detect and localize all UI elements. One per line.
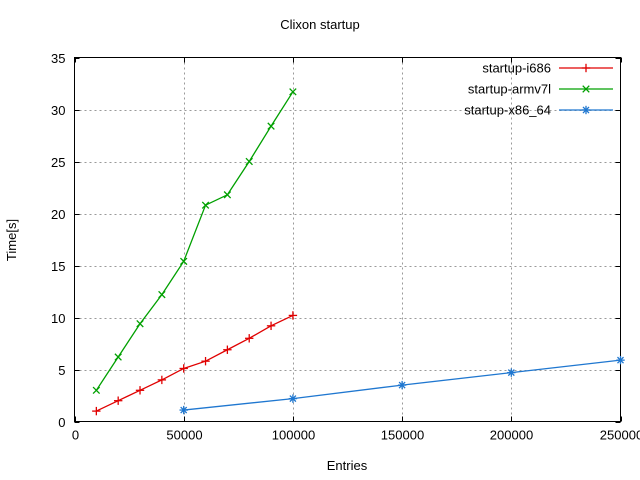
chart-title: Clixon startup — [280, 17, 359, 32]
data-series-layer — [92, 88, 625, 416]
series-data-point — [288, 311, 298, 320]
series-data-point — [179, 405, 188, 415]
series-data-point — [245, 157, 253, 166]
series-data-point — [201, 201, 210, 209]
data-series — [92, 88, 297, 395]
x-tick-label: 150000 — [381, 428, 424, 443]
x-tick-label: 50000 — [166, 428, 202, 443]
legend-label-2: startup-armv7l — [468, 82, 551, 97]
x-tick-label: 200000 — [490, 428, 533, 443]
series-data-point — [288, 394, 298, 403]
legend-marker-1 — [581, 63, 591, 73]
series-data-point — [179, 257, 188, 266]
series-data-point — [113, 396, 123, 405]
series-data-point — [92, 386, 101, 395]
legend-marker-3 — [581, 105, 591, 115]
x-axis-title: Entries — [327, 458, 368, 473]
grid-layer — [74, 57, 621, 422]
series-data-point — [267, 122, 275, 130]
y-tick-label: 15 — [51, 259, 65, 274]
x-tick-label: 250000 — [600, 428, 640, 443]
series-data-point — [223, 345, 232, 354]
data-series — [179, 355, 625, 415]
y-tick-label: 5 — [58, 363, 65, 378]
series-data-point — [135, 386, 145, 395]
series-data-point — [397, 380, 407, 390]
tick-labels: 0 5 10 15 20 25 30 35 0 50000 100000 150000 200000 25… — [51, 51, 640, 443]
x-tick-label: 100000 — [272, 428, 315, 443]
legend-group: startup-i686 startup-armv7l startup-x86_64 — [464, 61, 613, 118]
series-data-point — [136, 320, 144, 328]
y-tick-label: 20 — [51, 207, 65, 222]
y-tick-label: 25 — [51, 155, 65, 170]
data-series — [92, 311, 298, 416]
y-tick-label: 30 — [51, 103, 65, 118]
series-data-point — [92, 406, 101, 416]
y-tick-label: 0 — [58, 415, 65, 430]
series-line — [96, 314, 294, 412]
series-data-point — [179, 364, 188, 373]
plot-border — [74, 57, 621, 422]
series-data-point — [223, 191, 232, 199]
series-data-point — [158, 290, 166, 299]
series-data-point — [616, 355, 625, 365]
series-data-point — [157, 375, 167, 385]
series-line — [95, 91, 294, 391]
series-data-point — [266, 321, 276, 331]
series-data-point — [289, 88, 297, 96]
series-data-point — [507, 368, 516, 377]
legend: startup-i686 startup-armv7l startup-x86_64 — [464, 61, 613, 118]
y-tick-label: 35 — [51, 51, 65, 66]
plot-frame — [74, 57, 621, 422]
x-tick-label: 0 — [72, 428, 79, 443]
tick-marks — [74, 57, 622, 423]
y-axis-title: Time[s] — [4, 219, 19, 261]
series-data-point — [114, 353, 122, 361]
legend-label-1: startup-i686 — [482, 61, 551, 76]
series-data-point — [201, 356, 210, 366]
legend-label-3: startup-x86_64 — [464, 103, 551, 118]
series-data-point — [245, 334, 254, 343]
y-tick-label: 10 — [51, 311, 65, 326]
legend-marker-2 — [582, 85, 590, 93]
